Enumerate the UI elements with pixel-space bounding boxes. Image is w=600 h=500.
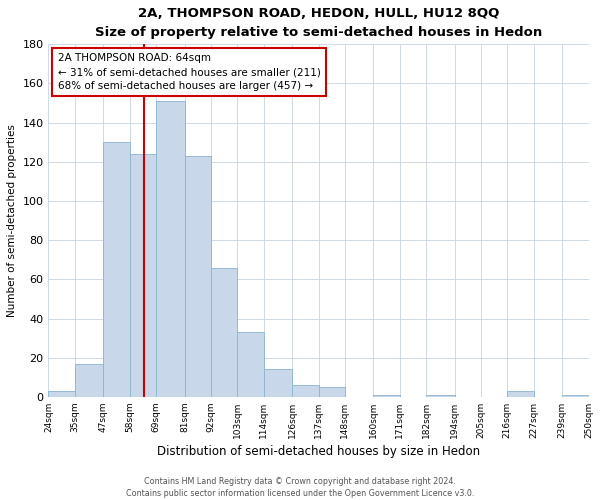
- Text: 2A THOMPSON ROAD: 64sqm
← 31% of semi-detached houses are smaller (211)
68% of s: 2A THOMPSON ROAD: 64sqm ← 31% of semi-de…: [58, 53, 320, 91]
- Bar: [75, 364, 103, 397]
- Bar: [263, 370, 292, 397]
- Bar: [185, 156, 211, 397]
- Bar: [211, 268, 237, 397]
- Bar: [508, 391, 533, 397]
- Bar: [562, 395, 589, 397]
- Bar: [292, 385, 319, 397]
- X-axis label: Distribution of semi-detached houses by size in Hedon: Distribution of semi-detached houses by …: [157, 445, 480, 458]
- Bar: [319, 387, 345, 397]
- Title: 2A, THOMPSON ROAD, HEDON, HULL, HU12 8QQ
Size of property relative to semi-detac: 2A, THOMPSON ROAD, HEDON, HULL, HU12 8QQ…: [95, 7, 542, 39]
- Bar: [49, 391, 75, 397]
- Bar: [373, 395, 400, 397]
- Y-axis label: Number of semi-detached properties: Number of semi-detached properties: [7, 124, 17, 317]
- Bar: [130, 154, 156, 397]
- Bar: [237, 332, 263, 397]
- Bar: [156, 101, 185, 397]
- Text: Contains HM Land Registry data © Crown copyright and database right 2024.
Contai: Contains HM Land Registry data © Crown c…: [126, 476, 474, 498]
- Bar: [103, 142, 130, 397]
- Bar: [426, 395, 455, 397]
